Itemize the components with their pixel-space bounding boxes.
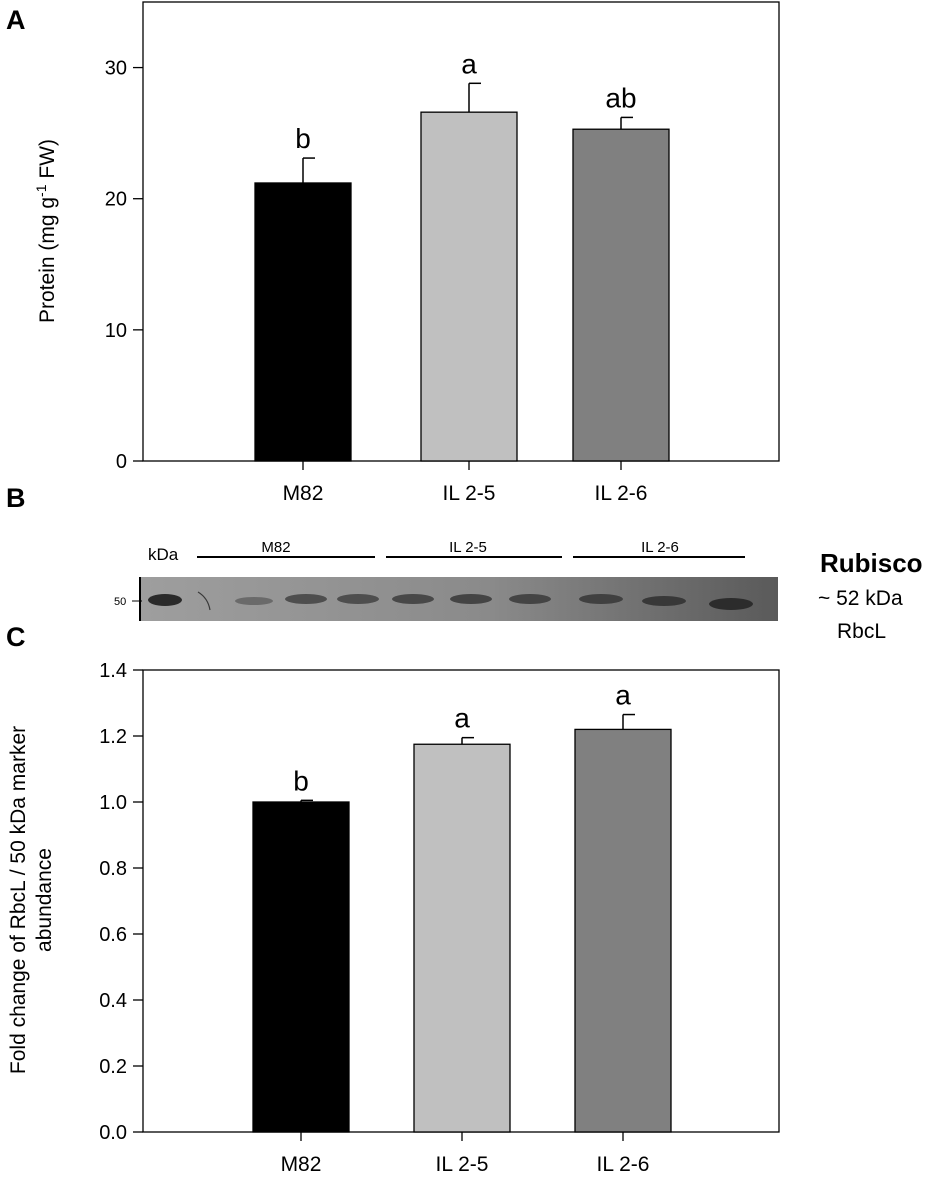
bar — [574, 728, 672, 1133]
y-tick-label: 0 — [116, 451, 127, 473]
x-tick-label: M82 — [283, 482, 324, 505]
rbcl-band — [235, 597, 273, 605]
bar — [252, 801, 350, 1133]
significance-letter: a — [461, 48, 477, 79]
x-tick-label: IL 2-6 — [597, 1153, 650, 1176]
panel-a-letter: A — [6, 5, 26, 35]
x-tick-label: IL 2-5 — [443, 482, 496, 505]
y-tick-label: 20 — [105, 189, 127, 211]
y-tick-label: 0.6 — [99, 924, 127, 946]
bar — [413, 743, 511, 1133]
y-axis-label-line2: abundance — [33, 848, 56, 952]
rbcl-band — [509, 594, 551, 604]
y-tick-label: 0.2 — [99, 1056, 127, 1078]
gel-image: kDa M82 IL 2-5 IL 2-6 50 Rubisco ~ 52 kD… — [114, 539, 923, 643]
protein-title: Rubisco — [820, 548, 923, 578]
rbcl-band — [579, 594, 623, 604]
significance-letter: ab — [605, 82, 636, 113]
rbcl-band — [392, 594, 434, 604]
y-tick-label: 1.4 — [99, 660, 127, 682]
rbcl-band — [450, 594, 492, 604]
y-tick-label: 1.0 — [99, 792, 127, 814]
y-axis-label: Protein (mg g-1 FW) — [33, 139, 59, 323]
significance-letter: a — [615, 680, 631, 711]
gel-bands — [148, 591, 753, 611]
marker-band — [148, 594, 182, 606]
bar — [254, 182, 352, 462]
significance-letter: a — [454, 703, 470, 734]
y-tick-label: 0.4 — [99, 990, 127, 1012]
chart-rbcl-fold-change: Fold change of RbcL / 50 kDa marker abun… — [7, 660, 780, 1176]
bar — [572, 128, 670, 462]
rbcl-band — [337, 594, 379, 604]
y-tick-label: 0.8 — [99, 858, 127, 880]
panel-b-letter: B — [6, 483, 26, 513]
lane-group-label: IL 2-6 — [641, 539, 679, 556]
lane-group-label: IL 2-5 — [449, 539, 487, 556]
x-tick-label: IL 2-5 — [436, 1153, 489, 1176]
protein-size: ~ 52 kDa — [818, 587, 903, 610]
rbcl-band — [285, 594, 327, 604]
x-tick-label: M82 — [281, 1153, 322, 1176]
y-axis-label-line1: Fold change of RbcL / 50 kDa marker — [7, 726, 30, 1074]
bar — [420, 111, 518, 462]
lane-group-label: M82 — [261, 539, 290, 556]
gel-artifact — [197, 591, 211, 611]
y-tick-label: 0.0 — [99, 1122, 127, 1144]
panel-c-letter: C — [6, 622, 26, 652]
rbcl-band — [642, 596, 686, 606]
x-tick-label: IL 2-6 — [595, 482, 648, 505]
y-tick-label: 1.2 — [99, 726, 127, 748]
marker-size-label: 50 — [114, 596, 126, 608]
significance-letter: b — [295, 123, 311, 154]
rbcl-band — [709, 598, 753, 610]
kda-label: kDa — [148, 545, 179, 564]
y-tick-label: 10 — [105, 320, 127, 342]
protein-name: RbcL — [837, 620, 886, 643]
significance-letter: b — [293, 765, 309, 796]
y-tick-label: 30 — [105, 58, 127, 80]
chart-protein-content: Protein (mg g-1 FW) 0 10 20 30 b M82 a IL 2-5 ab… — [33, 1, 780, 505]
